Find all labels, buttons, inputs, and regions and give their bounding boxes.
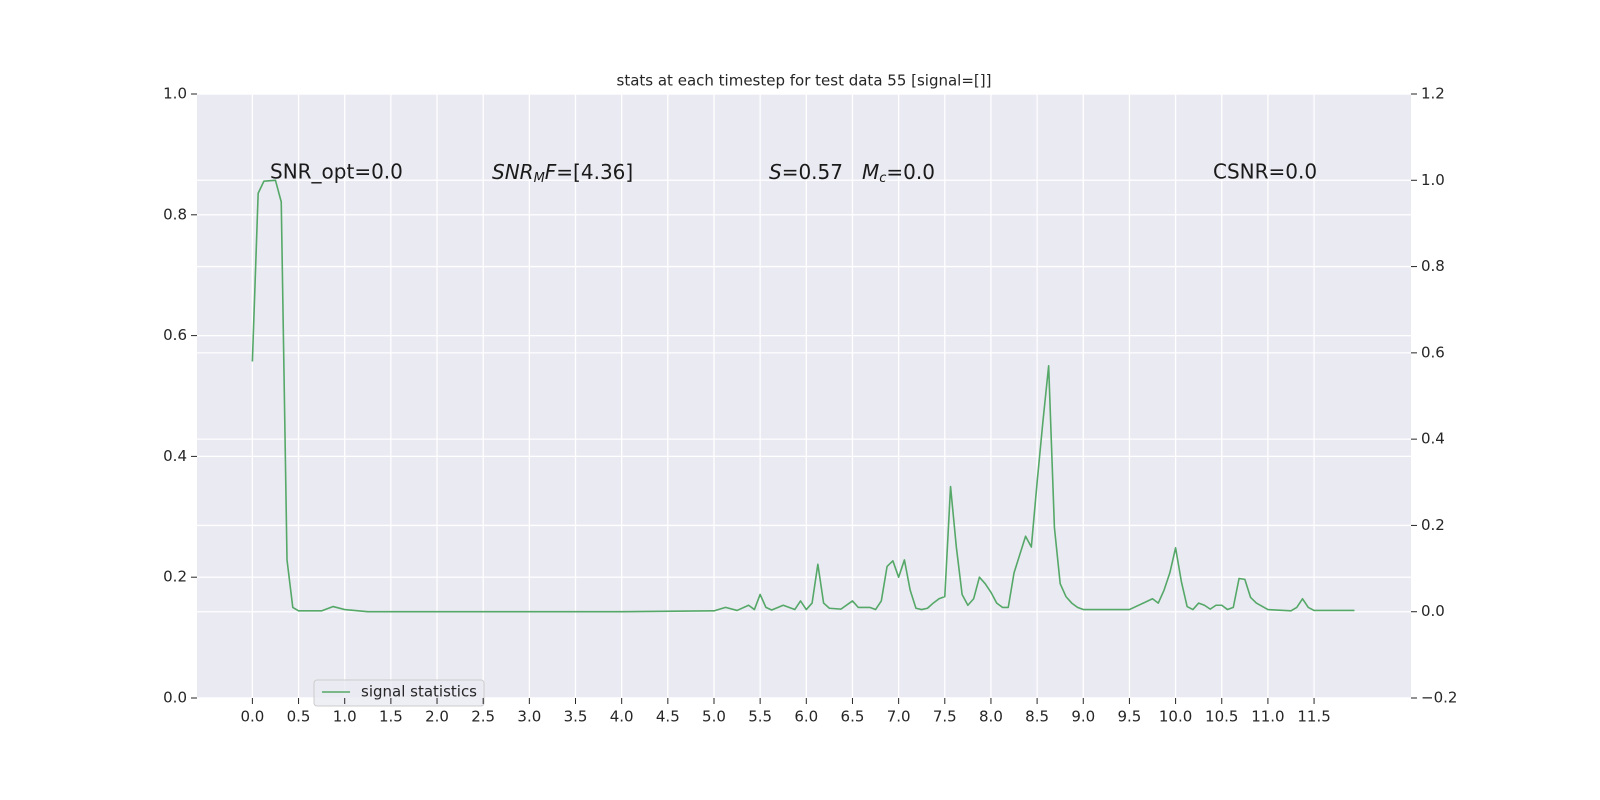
y2-tick-label: 0.6 — [1421, 343, 1445, 361]
y-tick-label: 0.2 — [163, 568, 187, 586]
x-tick-label: 10.5 — [1205, 708, 1238, 726]
annotation: Mc=0.0 — [862, 160, 935, 186]
legend: signal statistics — [313, 679, 485, 707]
y2-tick-label: 0.8 — [1421, 257, 1445, 275]
x-tick-label: 8.5 — [1025, 708, 1049, 726]
y-tick-label: 0.0 — [163, 689, 187, 707]
marks — [251, 179, 1355, 613]
y-tick-label: 0.4 — [163, 447, 187, 465]
y2-tick-label: 0.4 — [1421, 430, 1445, 448]
y-tick-label: 0.6 — [163, 326, 187, 344]
annotation: CSNR=0.0 — [1213, 160, 1317, 184]
x-tick-label: 3.5 — [564, 708, 588, 726]
x-tick-label: 2.0 — [425, 708, 449, 726]
y2-tick-label: 1.0 — [1421, 171, 1445, 189]
x-tick-label: 11.0 — [1251, 708, 1284, 726]
x-tick-label: 11.5 — [1297, 708, 1330, 726]
annotation: S=0.57 — [769, 160, 843, 184]
x-tick-label: 9.0 — [1071, 708, 1095, 726]
x-tick-label: 0.0 — [240, 708, 264, 726]
x-tick-label: 6.5 — [841, 708, 865, 726]
x-tick-label: 5.5 — [748, 708, 772, 726]
annotation: SNR_opt=0.0 — [270, 160, 403, 184]
legend-box — [313, 679, 485, 707]
x-tick-label: 7.0 — [887, 708, 911, 726]
x-tick-label: 2.5 — [471, 708, 495, 726]
annotation-part: =0.0 — [886, 160, 935, 184]
x-tick-label: 4.0 — [610, 708, 634, 726]
x-tick-label: 6.0 — [794, 708, 818, 726]
y2-tick-label: 0.0 — [1421, 602, 1445, 620]
x-tick-label: 9.5 — [1117, 708, 1141, 726]
y-tick-label: 1.0 — [163, 85, 187, 103]
annotation-part: S — [769, 160, 782, 184]
y2-tick-label: 0.2 — [1421, 516, 1445, 534]
annotation-part: c — [879, 171, 886, 186]
y-tick-label: 0.8 — [163, 205, 187, 223]
y2-tick-label: 1.2 — [1421, 85, 1445, 103]
x-tick-label: 10.0 — [1159, 708, 1192, 726]
x-tick-label: 8.0 — [979, 708, 1003, 726]
annotation-part: M — [862, 160, 879, 184]
y2-tick-label: −0.2 — [1421, 689, 1457, 707]
plot-background — [197, 94, 1411, 698]
x-tick-label: 7.5 — [933, 708, 957, 726]
x-tick-label: 5.0 — [702, 708, 726, 726]
grid — [197, 93, 1411, 699]
line — [251, 179, 1355, 613]
x-tick-label: 1.5 — [379, 708, 403, 726]
annotation-part: SNR — [492, 160, 534, 184]
x-tick-label: 0.5 — [287, 708, 311, 726]
x-tick-label: 1.0 — [333, 708, 357, 726]
annotation: SNRMF=[4.36] — [492, 160, 633, 186]
annotation-part: =[4.36] — [556, 160, 633, 184]
x-tick-label: 4.5 — [656, 708, 680, 726]
annotation-part: M — [534, 171, 545, 186]
x-tick-label: 3.0 — [517, 708, 541, 726]
annotation-part: =0.57 — [782, 160, 843, 184]
legend-label: signal statistics — [361, 683, 477, 701]
chart-title: stats at each timestep for test data 55 … — [617, 72, 992, 90]
annotation-part: F — [545, 160, 557, 184]
